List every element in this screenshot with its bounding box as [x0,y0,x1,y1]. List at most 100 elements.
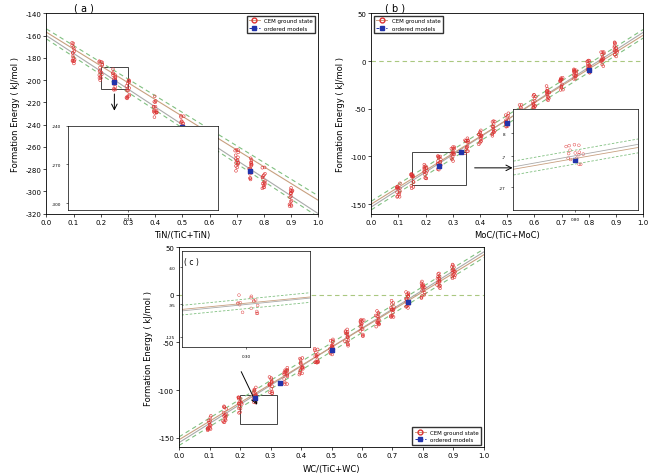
Point [373,309,383,317]
Point [310,349,321,357]
Point [476,133,487,141]
Point [408,173,418,180]
Point [286,198,297,205]
Point [217,417,228,425]
Point [176,119,186,127]
Point [447,267,457,275]
Point [448,266,458,274]
Point [257,165,268,172]
Point [109,86,119,93]
Point [234,400,245,408]
Point [233,149,243,157]
Point [68,46,79,53]
Point [205,130,215,138]
Point [435,153,446,161]
Point [487,123,498,131]
Point [416,294,427,302]
Point [68,60,79,68]
Point [432,153,443,160]
Point [151,109,162,117]
Point [599,49,609,57]
Point [448,145,458,153]
Point [583,63,594,70]
Point [286,185,296,192]
Point [257,174,268,182]
Point [267,383,277,390]
Point [433,273,444,281]
Point [286,201,296,209]
Point [231,157,242,165]
Point [501,121,511,129]
Point [203,142,213,150]
Point [419,165,430,172]
Point [434,163,445,171]
Point [402,291,412,298]
Point [502,114,512,121]
Point [503,113,514,120]
Point [542,91,552,99]
Point [528,105,538,112]
Point [406,182,416,190]
Point [373,316,384,323]
Point [597,52,607,60]
Point [402,302,412,310]
Point [387,307,397,314]
Point [392,184,403,192]
Point [488,128,499,136]
Point [205,131,215,139]
Point [570,76,581,83]
Point [206,426,216,433]
Point [235,403,245,410]
Point [343,334,353,342]
Point [233,147,243,155]
Y-axis label: Formation Energy ( kJ/mol ): Formation Energy ( kJ/mol ) [336,57,345,172]
Point [246,159,257,167]
Point [355,327,365,335]
Point [95,65,105,72]
Point [123,78,134,85]
Point [108,72,119,80]
Point [556,83,567,91]
Point [393,186,404,193]
Point [259,184,270,192]
Point [312,351,323,358]
Point [392,189,402,197]
Point [583,58,594,65]
Point [543,97,554,105]
Point [386,314,396,321]
Point [280,380,290,388]
Point [373,319,383,327]
Point [298,365,308,373]
Point [434,282,445,289]
Point [434,275,444,282]
Point [245,175,256,182]
Point [205,421,215,429]
Point [245,159,256,167]
Point [448,267,459,275]
Point [249,394,260,401]
Point [176,129,187,136]
Point [233,394,244,402]
Point [611,48,622,55]
Point [450,274,460,281]
Point [421,175,432,183]
Point [95,77,105,85]
Point [371,319,382,327]
Point [558,75,568,82]
Point [582,59,593,66]
Point [205,138,215,145]
Point [95,68,105,75]
Point [406,171,417,179]
Point [68,50,78,58]
Point [69,58,80,65]
Point [386,304,396,312]
Point [107,66,118,74]
Point [286,198,296,206]
Point [418,284,428,292]
Point [528,102,538,110]
Point [388,309,398,317]
Point [584,69,595,77]
Point [475,127,486,135]
Point [257,174,268,182]
Point [446,263,457,271]
